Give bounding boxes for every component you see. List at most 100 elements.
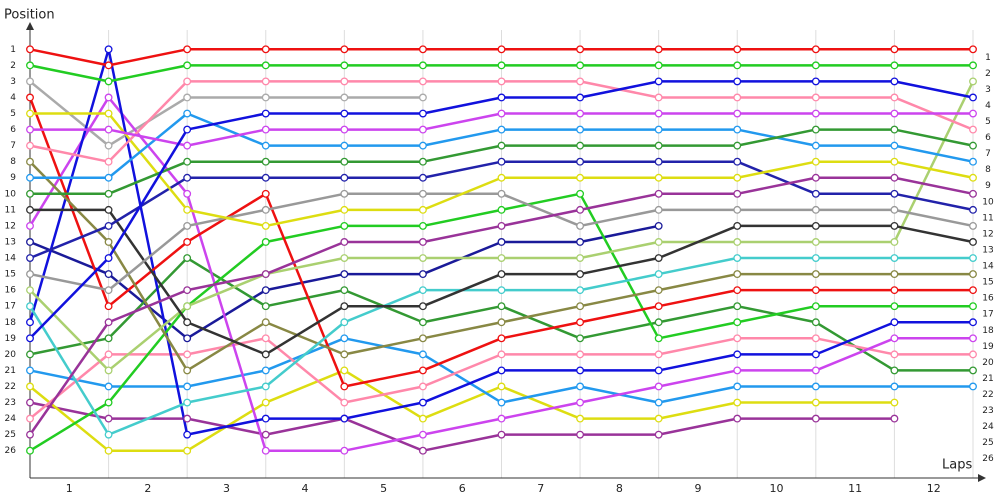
point [418,254,427,262]
y-tick-label-right: 3 [985,85,991,95]
point [576,141,585,150]
point [261,366,270,375]
point [654,366,663,375]
point [183,398,192,407]
y-tick-label-right: 17 [982,310,993,320]
point [104,350,113,359]
point [969,350,977,359]
y-tick-label: 12 [5,221,16,231]
point [183,254,192,262]
point [733,302,742,311]
point [183,173,192,182]
point [733,61,742,70]
point [26,125,34,134]
point [654,302,663,311]
point [418,189,427,198]
y-tick-label: 1 [10,45,16,55]
point [890,302,899,311]
point [969,382,977,391]
point [733,221,742,230]
y-tick-label: 19 [5,334,17,344]
point [576,189,585,198]
point [969,77,977,86]
point [261,141,270,150]
y-tick-label: 18 [5,318,17,328]
point [340,398,349,407]
point [418,318,427,327]
point [890,61,899,70]
point [654,334,663,343]
point [26,414,34,423]
point [418,286,427,295]
point [418,414,427,423]
point [418,157,427,166]
point [418,334,427,343]
point [261,334,270,343]
point [497,173,506,182]
point [104,125,113,134]
y-tick-label-right: 2 [985,69,991,79]
point [969,254,977,262]
point [26,77,34,86]
point [969,221,977,230]
point [890,77,899,86]
point [497,382,506,391]
point [26,350,34,359]
point [104,238,113,246]
point [497,221,506,230]
point [654,141,663,150]
y-tick-label: 11 [5,205,16,215]
point [969,205,977,214]
point [811,254,820,262]
y-tick-label-right: 11 [982,213,993,223]
point [340,109,349,118]
x-tick-label: 7 [537,482,544,495]
x-tick-label: 6 [459,482,466,495]
point [733,414,742,423]
point [654,77,663,86]
point [183,93,192,102]
point [969,334,977,343]
point [418,173,427,182]
x-tick-label: 4 [302,482,309,495]
point [104,205,113,214]
point [890,398,899,407]
point [811,141,820,150]
y-tick-label: 16 [5,286,17,296]
point [733,238,742,246]
point [576,157,585,166]
point [733,350,742,359]
x-tick-label: 11 [848,482,862,495]
y-tick-label-right: 20 [982,358,994,368]
y-tick-label-right: 24 [982,422,994,432]
point [890,270,899,279]
x-tick-label: 2 [144,482,151,495]
point [340,286,349,295]
point [26,446,34,455]
point [26,430,34,439]
point [654,205,663,214]
point [733,141,742,150]
point [26,334,34,343]
point [969,238,977,246]
x-tick-label: 8 [616,482,623,495]
x-tick-label: 12 [927,482,941,495]
point [418,221,427,230]
point [576,61,585,70]
point [811,45,820,54]
point [890,350,899,359]
y-tick-label: 23 [5,398,16,408]
point [104,221,113,230]
point [104,141,113,150]
point [26,398,34,407]
point [654,238,663,246]
point [654,93,663,102]
point [26,109,34,118]
point [576,93,585,102]
point [969,61,977,70]
point [811,302,820,311]
point [733,286,742,295]
point [733,45,742,54]
point [497,45,506,54]
point [497,77,506,86]
